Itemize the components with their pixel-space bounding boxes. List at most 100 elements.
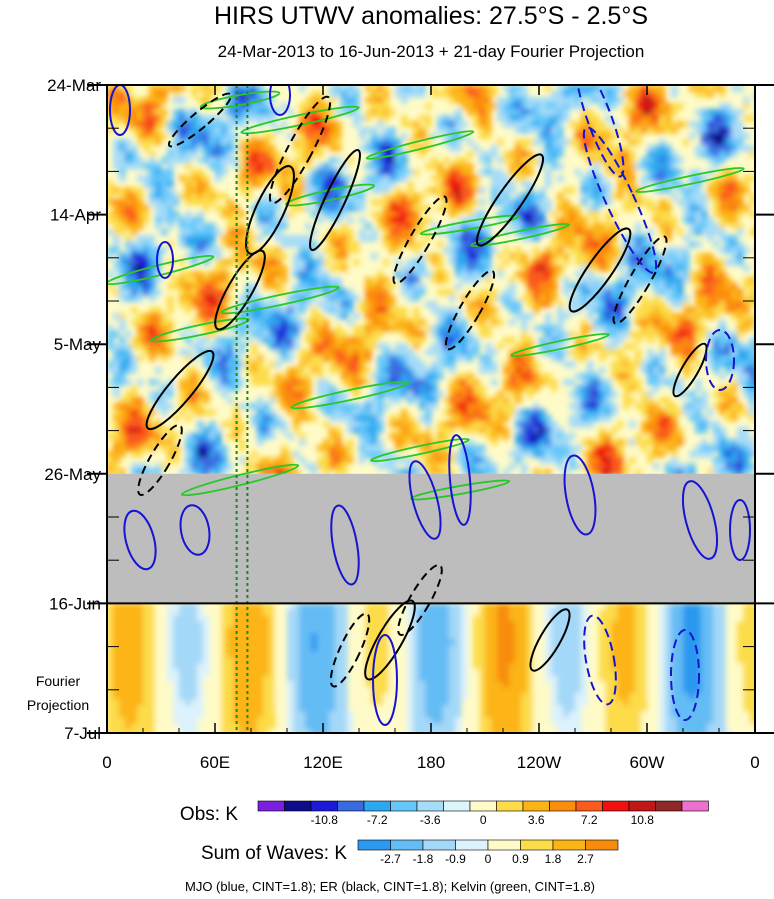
obs-cell <box>245 139 252 146</box>
projection-cell <box>449 609 456 616</box>
obs-cell <box>677 247 684 254</box>
obs-cell <box>341 313 348 320</box>
obs-cell <box>629 163 636 170</box>
obs-cell <box>461 343 468 350</box>
obs-cell <box>413 205 420 212</box>
obs-cell <box>635 247 642 254</box>
projection-cell <box>257 615 264 622</box>
obs-cell <box>677 361 684 368</box>
obs-cell <box>263 247 270 254</box>
obs-cell <box>599 415 606 422</box>
obs-cell <box>173 445 180 452</box>
obs-cell <box>233 259 240 266</box>
obs-cell <box>569 349 576 356</box>
obs-cell <box>245 181 252 188</box>
obs-cell <box>671 127 678 134</box>
obs-cell <box>185 139 192 146</box>
obs-cell <box>527 421 534 428</box>
obs-cell <box>359 193 366 200</box>
obs-cell <box>419 403 426 410</box>
obs-cell <box>671 439 678 446</box>
obs-cell <box>335 133 342 140</box>
obs-cell <box>179 385 186 392</box>
projection-cell <box>707 603 714 610</box>
obs-cell <box>503 373 510 380</box>
obs-cell <box>137 283 144 290</box>
obs-cell <box>287 199 294 206</box>
obs-cell <box>713 349 720 356</box>
obs-cell <box>335 397 342 404</box>
obs-cell <box>347 367 354 374</box>
obs-cell <box>359 403 366 410</box>
obs-cell <box>455 409 462 416</box>
obs-cell <box>317 145 324 152</box>
obs-cell <box>263 229 270 236</box>
obs-cell <box>185 277 192 284</box>
obs-cell <box>455 265 462 272</box>
obs-cell <box>131 121 138 128</box>
obs-cell <box>131 157 138 164</box>
obs-cell <box>743 97 750 104</box>
obs-cell <box>749 283 755 290</box>
obs-cell <box>653 103 660 110</box>
obs-cell <box>383 85 390 92</box>
obs-cell <box>551 271 558 278</box>
obs-cell <box>467 451 474 458</box>
obs-cell <box>293 139 300 146</box>
obs-cell <box>467 439 474 446</box>
obs-cell <box>473 277 480 284</box>
obs-cell <box>359 235 366 242</box>
projection-cell <box>491 603 498 610</box>
obs-cell <box>251 289 258 296</box>
obs-cell <box>131 403 138 410</box>
obs-cell <box>701 121 708 128</box>
obs-cell <box>269 121 276 128</box>
obs-cell <box>293 397 300 404</box>
obs-cell <box>371 85 378 92</box>
obs-cell <box>341 187 348 194</box>
obs-cell <box>119 151 126 158</box>
obs-cell <box>587 301 594 308</box>
obs-cell <box>401 319 408 326</box>
projection-cell <box>419 615 426 622</box>
obs-cell <box>233 217 240 224</box>
obs-cell <box>659 301 666 308</box>
obs-cell <box>683 217 690 224</box>
obs-cell <box>425 133 432 140</box>
obs-cell <box>737 295 744 302</box>
obs-cell <box>611 85 618 92</box>
obs-cell <box>617 277 624 284</box>
obs-cell <box>737 199 744 206</box>
obs-cell <box>251 109 258 116</box>
obs-cell <box>239 175 246 182</box>
obs-cell <box>677 229 684 236</box>
obs-cell <box>491 361 498 368</box>
obs-cell <box>683 463 690 470</box>
obs-cell <box>257 181 264 188</box>
obs-cell <box>497 139 504 146</box>
obs-cell <box>311 229 318 236</box>
obs-cell <box>641 391 648 398</box>
obs-cell <box>581 91 588 98</box>
obs-cell <box>149 157 156 164</box>
obs-cell <box>449 199 456 206</box>
obs-cell <box>473 337 480 344</box>
obs-cell <box>149 265 156 272</box>
obs-cell <box>479 469 486 476</box>
obs-cell <box>719 121 726 128</box>
obs-cell <box>353 205 360 212</box>
obs-cell <box>695 313 702 320</box>
obs-cell <box>125 391 132 398</box>
obs-cell <box>635 253 642 260</box>
obs-cell <box>383 283 390 290</box>
obs-cell <box>719 439 726 446</box>
projection-cell <box>191 615 198 622</box>
obs-cell <box>641 319 648 326</box>
obs-cell <box>515 103 522 110</box>
obs-cell <box>689 229 696 236</box>
obs-cell <box>497 115 504 122</box>
obs-cell <box>155 319 162 326</box>
obs-cell <box>221 385 228 392</box>
obs-cell <box>329 415 336 422</box>
obs-cell <box>179 409 186 416</box>
